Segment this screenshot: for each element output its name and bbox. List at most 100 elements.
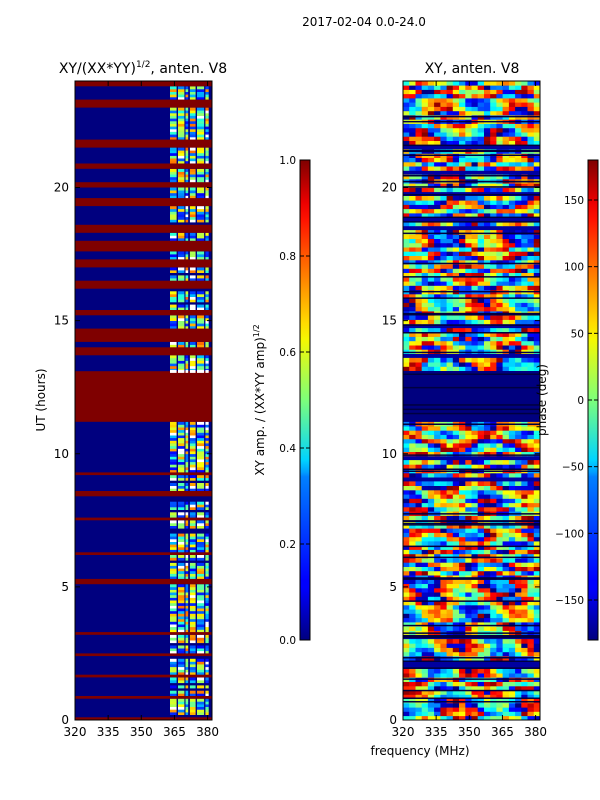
amplitude-cell <box>205 664 209 668</box>
phase-cell <box>471 161 479 167</box>
phase-cell <box>471 438 479 444</box>
phase-cell <box>471 711 479 717</box>
phase-cell <box>440 541 447 546</box>
phase-gap-line <box>403 556 540 559</box>
amplitude-cell <box>170 176 177 180</box>
phase-cell <box>434 472 441 478</box>
phase-cell <box>521 298 528 303</box>
phase-cell <box>452 694 460 699</box>
amplitude-cell <box>205 504 209 508</box>
amplitude-cell <box>185 89 189 92</box>
amplitude-cell <box>170 485 177 489</box>
phase-cell <box>496 277 503 282</box>
phase-cell <box>515 328 522 333</box>
amplitude-cell <box>185 232 189 236</box>
phase-cell <box>521 460 528 465</box>
phase-cell <box>403 238 410 244</box>
phase-cell <box>421 524 429 529</box>
phase-cell <box>515 545 522 550</box>
phase-cell <box>508 472 516 478</box>
phase-cell <box>521 221 528 227</box>
phase-cell <box>446 519 454 525</box>
phase-cell <box>502 110 510 116</box>
phase-cell <box>502 298 510 303</box>
phase-cell <box>446 123 454 129</box>
phase-cell <box>459 132 466 137</box>
phase-cell <box>471 85 479 90</box>
phase-cell <box>446 362 454 367</box>
phase-cell <box>508 345 516 350</box>
phase-cell <box>452 315 460 320</box>
phase-gap-line <box>403 545 540 548</box>
phase-cell <box>434 617 441 623</box>
amplitude-cell <box>170 355 177 359</box>
amplitude-cell <box>205 323 209 327</box>
phase-cell <box>459 711 466 717</box>
phase-cell <box>471 234 479 239</box>
phase-cell <box>459 690 466 695</box>
phase-cell <box>421 707 429 712</box>
phase-cell <box>502 639 510 644</box>
phase-cell <box>527 703 535 708</box>
phase-cell <box>527 272 535 278</box>
phase-cell <box>484 332 491 337</box>
amplitude-cell <box>170 115 177 119</box>
phase-cell <box>459 562 466 567</box>
phase-cell <box>434 549 441 555</box>
phase-cell <box>521 622 528 627</box>
amplitude-cell <box>178 459 185 463</box>
phase-cell <box>409 515 416 521</box>
phase-cell <box>421 507 429 512</box>
phase-cell <box>471 426 479 431</box>
phase-cell <box>446 685 454 691</box>
amplitude-cell <box>189 533 196 537</box>
phase-cell <box>515 711 522 717</box>
phase-cell <box>459 315 466 320</box>
phase-cell <box>508 328 516 333</box>
phase-cell <box>452 230 460 235</box>
phase-cell <box>446 93 454 99</box>
phase-cell <box>415 230 423 235</box>
phase-cell <box>440 464 447 469</box>
amplitude-cell <box>185 97 189 100</box>
phase-cell <box>452 545 460 550</box>
phase-cell <box>452 685 460 691</box>
phase-cell <box>521 558 528 563</box>
amplitude-cell <box>185 640 189 644</box>
amplitude-cell <box>205 171 209 175</box>
phase-cell <box>490 196 497 201</box>
phase-cell <box>440 285 447 291</box>
amplitude-saturated-band <box>75 328 212 342</box>
amplitude-cell <box>189 541 196 545</box>
amplitude-cell <box>197 304 205 308</box>
phase-cell <box>440 715 447 721</box>
phase-gap-line <box>403 678 540 680</box>
phase-cell <box>434 336 441 342</box>
phase-cell <box>508 502 516 508</box>
amplitude-cell <box>170 461 177 465</box>
phase-gap-line <box>403 423 540 425</box>
amplitude-cell <box>170 97 177 100</box>
phase-gap-line <box>403 632 540 634</box>
phase-cell <box>490 613 497 619</box>
phase-cell <box>502 89 510 95</box>
phase-cell <box>440 443 447 448</box>
phase-cell <box>471 221 479 227</box>
amplitude-cell <box>197 168 205 172</box>
phase-cell <box>490 651 497 657</box>
phase-cell <box>515 668 522 674</box>
phase-cell <box>527 685 535 691</box>
phase-cell <box>440 196 447 201</box>
amplitude-cell <box>178 344 185 348</box>
phase-cell <box>403 340 410 346</box>
amplitude-cell <box>197 658 205 662</box>
phase-cell <box>502 562 510 567</box>
phase-cell <box>421 161 429 167</box>
phase-cell <box>502 553 510 559</box>
amplitude-cell <box>170 616 177 620</box>
phase-cell <box>421 622 429 627</box>
phase-cell <box>434 443 441 448</box>
phase-cell <box>459 98 466 103</box>
phase-cell <box>427 579 435 584</box>
phase-cell <box>515 507 522 512</box>
